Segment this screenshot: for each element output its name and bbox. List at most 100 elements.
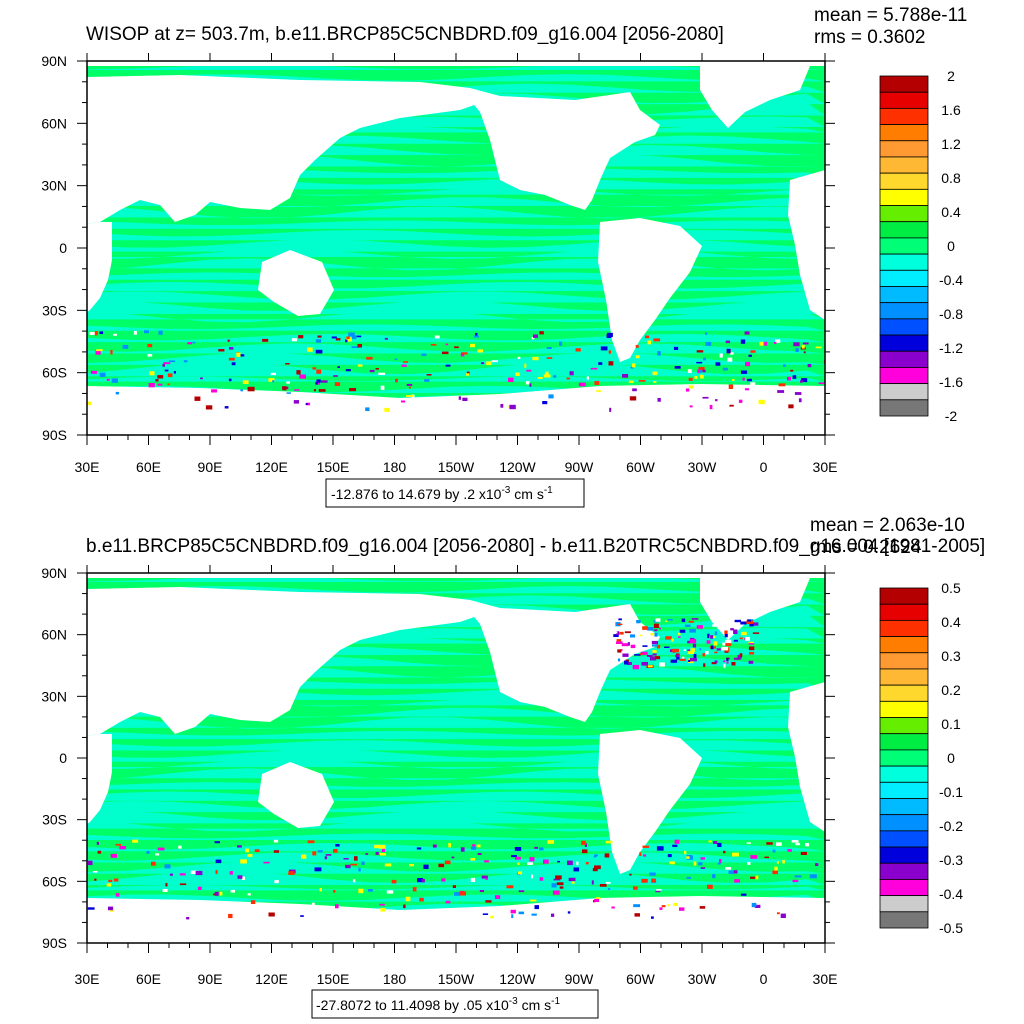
eddy-speck <box>715 399 718 402</box>
eddy-speck <box>545 371 549 376</box>
eddy-speck <box>551 883 557 888</box>
eddy-speck <box>334 382 341 386</box>
eddy-speck <box>157 383 163 386</box>
eddy-speck <box>655 890 661 893</box>
colorbar-swatch <box>879 587 929 605</box>
eddy-speck <box>627 642 630 646</box>
eddy-speck <box>656 645 661 649</box>
colorbar-swatch <box>879 124 929 142</box>
eddy-speck <box>556 882 564 886</box>
eddy-speck <box>466 371 470 374</box>
x-tick-label: 30W <box>688 971 718 987</box>
ocean-band <box>87 196 825 208</box>
eddy-speck <box>90 370 98 374</box>
eddy-speck <box>254 849 260 852</box>
eddy-speck <box>726 661 729 664</box>
eddy-speck <box>424 379 430 382</box>
x-tick-label: 30W <box>688 459 718 475</box>
eddy-speck <box>793 342 800 347</box>
y-tick-label: 90S <box>42 427 67 443</box>
eddy-speck <box>459 891 466 896</box>
eddy-speck <box>584 843 587 847</box>
eddy-speck <box>482 913 489 915</box>
y-tick-label: 30S <box>42 302 67 318</box>
x-tick-label: 90W <box>565 971 595 987</box>
eddy-speck <box>472 844 476 847</box>
eddy-speck <box>411 394 415 398</box>
eddy-speck <box>772 849 776 853</box>
colorbar-swatch <box>879 172 929 190</box>
eddy-speck <box>682 656 685 659</box>
eddy-speck <box>345 369 351 372</box>
eddy-speck <box>755 875 759 880</box>
colorbar-label: 0.3 <box>941 648 961 664</box>
x-tick-label: 30E <box>813 459 838 475</box>
eddy-speck <box>95 350 101 355</box>
eddy-speck <box>345 339 348 343</box>
eddy-speck <box>710 645 714 650</box>
eddy-speck <box>713 841 718 844</box>
eddy-speck <box>732 852 739 857</box>
eddy-speck <box>108 879 113 882</box>
x-tick-label: 30E <box>813 971 838 987</box>
eddy-speck <box>585 862 589 865</box>
eddy-speck <box>111 378 118 383</box>
x-tick-label: 0 <box>760 971 768 987</box>
colorbar-swatch <box>879 399 929 417</box>
eddy-speck <box>640 651 648 655</box>
eddy-speck <box>315 339 322 343</box>
eurasia-land <box>87 75 500 224</box>
eddy-speck <box>333 375 338 377</box>
eddy-speck <box>671 638 674 642</box>
eddy-speck <box>653 338 661 342</box>
eddy-speck <box>533 334 538 338</box>
eddy-speck <box>604 853 610 858</box>
eddy-speck <box>358 888 364 894</box>
eddy-speck <box>690 657 697 662</box>
eddy-speck <box>571 881 575 884</box>
eddy-speck <box>643 854 647 857</box>
eddy-speck <box>133 331 137 335</box>
eddy-speck <box>657 398 661 402</box>
eddy-speck <box>649 656 657 661</box>
eddy-speck <box>676 656 680 660</box>
eddy-speck <box>237 845 242 848</box>
eddy-speck <box>800 851 807 855</box>
eddy-speck <box>224 406 229 409</box>
eddy-speck <box>642 626 648 630</box>
eddy-speck <box>703 357 706 361</box>
eddy-speck <box>690 639 697 644</box>
eddy-speck <box>753 622 759 626</box>
eddy-speck <box>157 847 165 851</box>
eddy-speck <box>715 362 721 366</box>
eddy-speck <box>791 840 799 843</box>
x-tick-label: 60W <box>626 971 656 987</box>
eddy-speck <box>274 880 279 884</box>
eddy-speck <box>406 395 413 397</box>
colorbar-bottom: 0.5 0.4 0.3 0.2 0.1 0 -0.1 -0.2 -0.3 -0.4 -0.5 <box>879 580 963 936</box>
eddy-speck <box>702 369 706 373</box>
x-tick-label: 60E <box>136 971 161 987</box>
eddy-speck <box>460 353 465 357</box>
eddy-speck <box>730 352 734 355</box>
eddy-speck <box>800 380 803 383</box>
eddy-speck <box>247 854 253 857</box>
eddy-speck <box>689 405 693 408</box>
colorbar-swatch <box>879 830 929 848</box>
eddy-speck <box>634 654 641 656</box>
eurasia-land <box>87 587 500 736</box>
panel-bottom-rms: rms = 0.2624 <box>810 537 922 558</box>
eddy-speck <box>713 641 718 646</box>
eddy-speck <box>723 660 726 663</box>
eddy-speck <box>460 847 465 852</box>
eddy-speck <box>621 643 629 647</box>
panel-top-mean: mean = 5.788e-11 <box>814 5 967 26</box>
eddy-speck <box>110 853 117 858</box>
eddy-speck <box>531 913 537 916</box>
eddy-speck <box>552 890 560 895</box>
eddy-speck <box>622 374 629 378</box>
eddy-speck <box>485 877 488 880</box>
panel-bottom: b.e11.BRCP85C5CNBDRD.f09_g16.004 [2056-2… <box>41 515 985 1019</box>
eddy-speck <box>272 380 275 383</box>
eddy-speck <box>546 357 553 359</box>
